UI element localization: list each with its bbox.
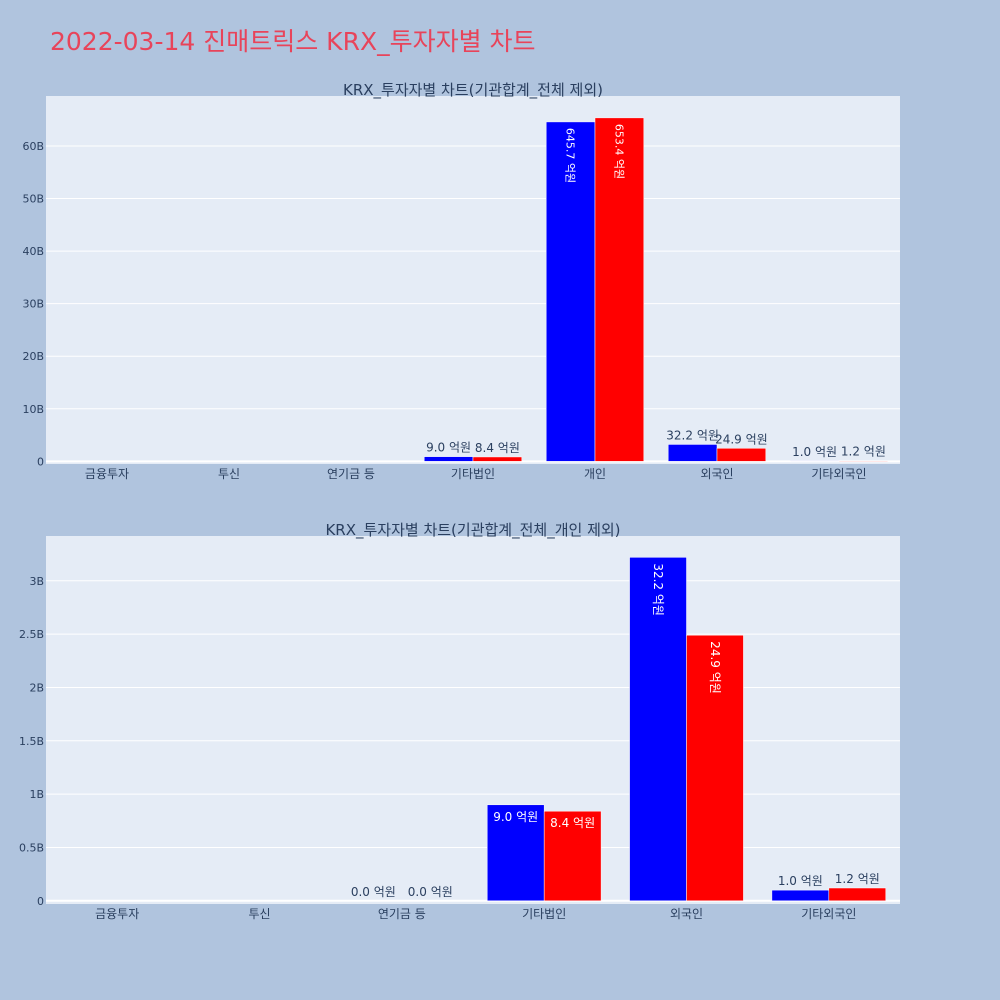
x-tick-label: 금융투자 (85, 467, 129, 481)
bar (828, 887, 887, 902)
y-tick-label: 0 (37, 895, 44, 908)
chart-top: 0 10B 20B 30B 40B 50B 60B KRX_투자자별 차트(기관합계_전체 제… (22, 81, 900, 481)
chart-title: KRX_투자자별 차트(기관합계_전체_개인 제외) (325, 521, 620, 540)
y-tick-label: 1B (29, 788, 44, 801)
x-tick-label: 연기금 등 (327, 467, 375, 481)
x-tick-label: 기타외국인 (811, 467, 866, 481)
chart-title: KRX_투자자별 차트(기관합계_전체 제외) (343, 81, 603, 100)
data-label: 1.0 억원 (792, 445, 837, 459)
data-label: 653.4 억원 (612, 124, 625, 179)
bar (629, 557, 687, 902)
y-tick-label: 1.5B (19, 735, 44, 748)
y-tick-label: 3B (29, 575, 44, 588)
bar (716, 448, 767, 462)
data-label: 0.0 억원 (408, 885, 453, 899)
y-tick-label: 50B (22, 193, 44, 206)
x-tick-label: 외국인 (700, 467, 733, 481)
bar (486, 804, 545, 902)
plot-area (46, 536, 900, 904)
data-label: 24.9 억원 (708, 641, 722, 694)
data-label: 1.2 억원 (835, 872, 880, 886)
y-tick-label: 2B (29, 681, 44, 694)
x-tick-label: 투신 (218, 467, 240, 481)
x-tick-label: 연기금 등 (378, 907, 426, 921)
x-tick-label: 기타법인 (451, 467, 495, 481)
y-tick-label: 0 (37, 455, 44, 468)
y-tick-label: 40B (22, 245, 44, 258)
bar (594, 117, 645, 462)
x-tick-label: 금융투자 (95, 907, 139, 921)
data-label: 32.2 억원 (666, 428, 719, 442)
x-tick-label: 외국인 (670, 907, 703, 921)
bar (472, 456, 523, 462)
y-tick-label: 10B (22, 403, 44, 416)
y-tick-label: 30B (22, 298, 44, 311)
page-title: 2022-03-14 진매트릭스 KRX_투자자별 차트 (50, 27, 536, 56)
data-label: 24.9 억원 (715, 432, 768, 446)
bar (423, 456, 474, 462)
data-label: 645.7 억원 (564, 128, 577, 183)
y-tick-label: 2.5B (19, 628, 44, 641)
data-label: 9.0 억원 (493, 810, 538, 824)
data-label: 1.0 억원 (778, 874, 823, 888)
data-label: 8.4 억원 (550, 816, 595, 830)
data-label: 9.0 억원 (426, 441, 471, 455)
data-label: 32.2 억원 (651, 563, 665, 616)
y-tick-label: 20B (22, 350, 44, 363)
bar (543, 810, 602, 902)
bar (771, 889, 830, 902)
bar (686, 634, 744, 902)
x-tick-label: 투신 (248, 907, 270, 921)
x-tick-label: 기타법인 (522, 907, 566, 921)
bar (667, 444, 718, 462)
data-label: 0.0 억원 (351, 885, 396, 899)
plot-area (46, 96, 900, 464)
y-tick-label: 60B (22, 140, 44, 153)
bar (545, 121, 596, 462)
data-label: 1.2 억원 (841, 445, 886, 459)
x-tick-label: 기타외국인 (801, 907, 856, 921)
chart-bottom: 0 0.5B 1B 1.5B 2B 2.5B 3B KRX_투자자별 차트(기관합계_전체_개… (19, 521, 900, 921)
bar (838, 460, 889, 462)
data-label: 8.4 억원 (475, 441, 520, 455)
y-tick-label: 0.5B (19, 841, 44, 854)
x-tick-label: 개인 (584, 467, 606, 481)
bar (789, 460, 840, 462)
